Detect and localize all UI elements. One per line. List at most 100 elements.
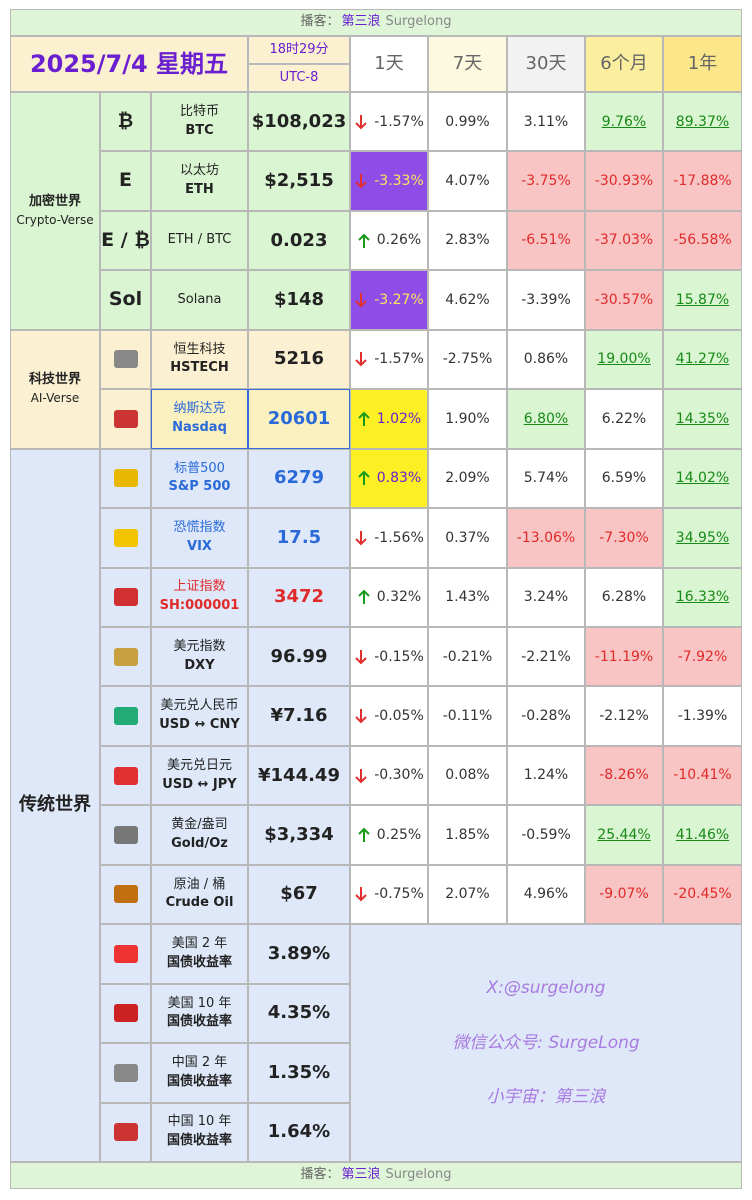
change: 1.85% [445,826,490,843]
trend-arrow [358,827,370,843]
asset-code: USD ↔ CNY [159,717,240,733]
period: 7天 [452,52,483,74]
change-cell: -0.11% [428,686,507,746]
trend-arrow [355,530,367,546]
group-sub: Crypto-Verse [16,212,94,227]
change-cell: -30.57% [585,270,663,330]
change: 6.22% [601,410,647,427]
change-cell: -9.07% [585,864,663,925]
price: $148 [273,289,325,310]
change-cell: 0.25% [350,805,428,865]
asset-name: 美元指数 [173,638,226,654]
icon [113,588,138,607]
asset-name: 原油 / 桶 [173,876,226,892]
asset-name: 黄金/盎司 [171,817,228,833]
change: 0.26% [376,232,422,249]
change: 2.07% [445,886,490,903]
change: 6.80% [523,410,569,427]
change-cell: 1.02% [350,389,428,449]
price: 0.023 [270,229,328,251]
change: 1.43% [445,589,490,606]
price: 3.89% [267,942,331,964]
price-cell: 3472 [248,567,350,627]
price: $3,334 [264,824,334,845]
asset-name: 美国 2 年 [171,936,228,952]
price: $108,023 [251,110,347,132]
change-cell: -0.05% [350,686,428,746]
change-cell: -1.57% [350,329,428,390]
change-cell: 6.28% [585,567,663,627]
symbol: Sol [108,288,143,311]
period: 30天 [525,52,567,74]
change-cell: 3.24% [507,567,585,627]
change-cell: 15.87% [663,270,742,330]
change-cell: -17.88% [663,151,742,211]
asset-code: USD ↔ JPY [162,776,237,792]
watermark: X:@surgelong 微信公众号: SurgeLong 小宇宙：第三浪 [350,924,742,1162]
period-header: 7天 [428,36,507,92]
podcast-brand: Surgelong [385,14,452,30]
period-header: 1天 [350,36,428,92]
change-cell: -0.59% [507,805,585,865]
icon-cell [100,686,151,746]
change: -30.93% [594,173,654,189]
change-cell: -56.58% [663,210,742,271]
change: 41.46% [675,826,730,843]
asset-name: Solana [177,291,222,307]
change-cell: 6.80% [507,389,585,449]
group-sub: AI-Verse [30,390,80,405]
asset-code: S&P 500 [168,479,231,495]
asset-name: 美元兑日元 [166,757,232,773]
name-cell: 纳斯达克 Nasdaq [151,389,248,449]
symbol: ₿ [117,109,134,132]
price: ¥7.16 [270,705,328,727]
price-cell: 5216 [248,329,350,390]
change-cell: -37.03% [585,210,663,271]
trend-arrow [355,174,367,189]
change: 4.96% [523,886,569,903]
asset-name: 中国 10 年 [167,1114,232,1130]
change: -3.75% [521,173,571,189]
period: 1年 [687,52,718,74]
group-cell: 科技世界 AI-Verse [10,329,100,449]
name-cell: Solana [151,270,248,330]
change-cell: 1.43% [428,567,507,627]
group-name: 传统世界 [19,794,91,816]
change-cell: 9.76% [585,92,663,152]
asset-code: VIX [187,538,212,554]
podcast-bar: 播客： 第三浪 Surgelong [10,9,742,36]
change-cell: 1.24% [507,745,585,806]
change-cell: 25.44% [585,805,663,865]
symbol: E / ₿ [101,228,150,251]
price: 1.64% [267,1121,331,1143]
price: ¥144.49 [258,764,340,786]
trend-arrow [355,293,367,308]
trend-arrow [355,649,367,665]
price-cell: 20601 [248,389,350,449]
change-cell: -0.28% [507,686,585,746]
name-cell: ETH / BTC [151,210,248,271]
name-cell: 恐慌指数 VIX [151,508,248,568]
icon-cell: ₿ [100,92,151,152]
icon-cell [100,864,151,925]
change-cell: 4.07% [428,151,507,211]
price: $67 [280,883,318,905]
icon-cell [100,329,151,390]
icon [113,885,138,904]
change-cell: -3.27% [350,270,428,330]
change: 1.24% [523,767,569,784]
change: -0.15% [374,648,424,665]
trend-arrow [355,352,367,367]
icon-cell: E [100,151,151,211]
change-cell: 1.85% [428,805,507,865]
podcast-brand: Surgelong [385,1167,452,1183]
trend-arrow [355,709,367,724]
icon-cell: E / ₿ [100,210,151,271]
icon [113,647,138,666]
change: -1.57% [374,113,424,130]
asset-code: 国债收益率 [166,954,232,970]
change: -17.88% [673,173,732,189]
price: 20601 [267,407,331,429]
asset-code: Nasdaq [172,419,227,435]
date: 2025/7/4 星期五 [29,49,229,78]
